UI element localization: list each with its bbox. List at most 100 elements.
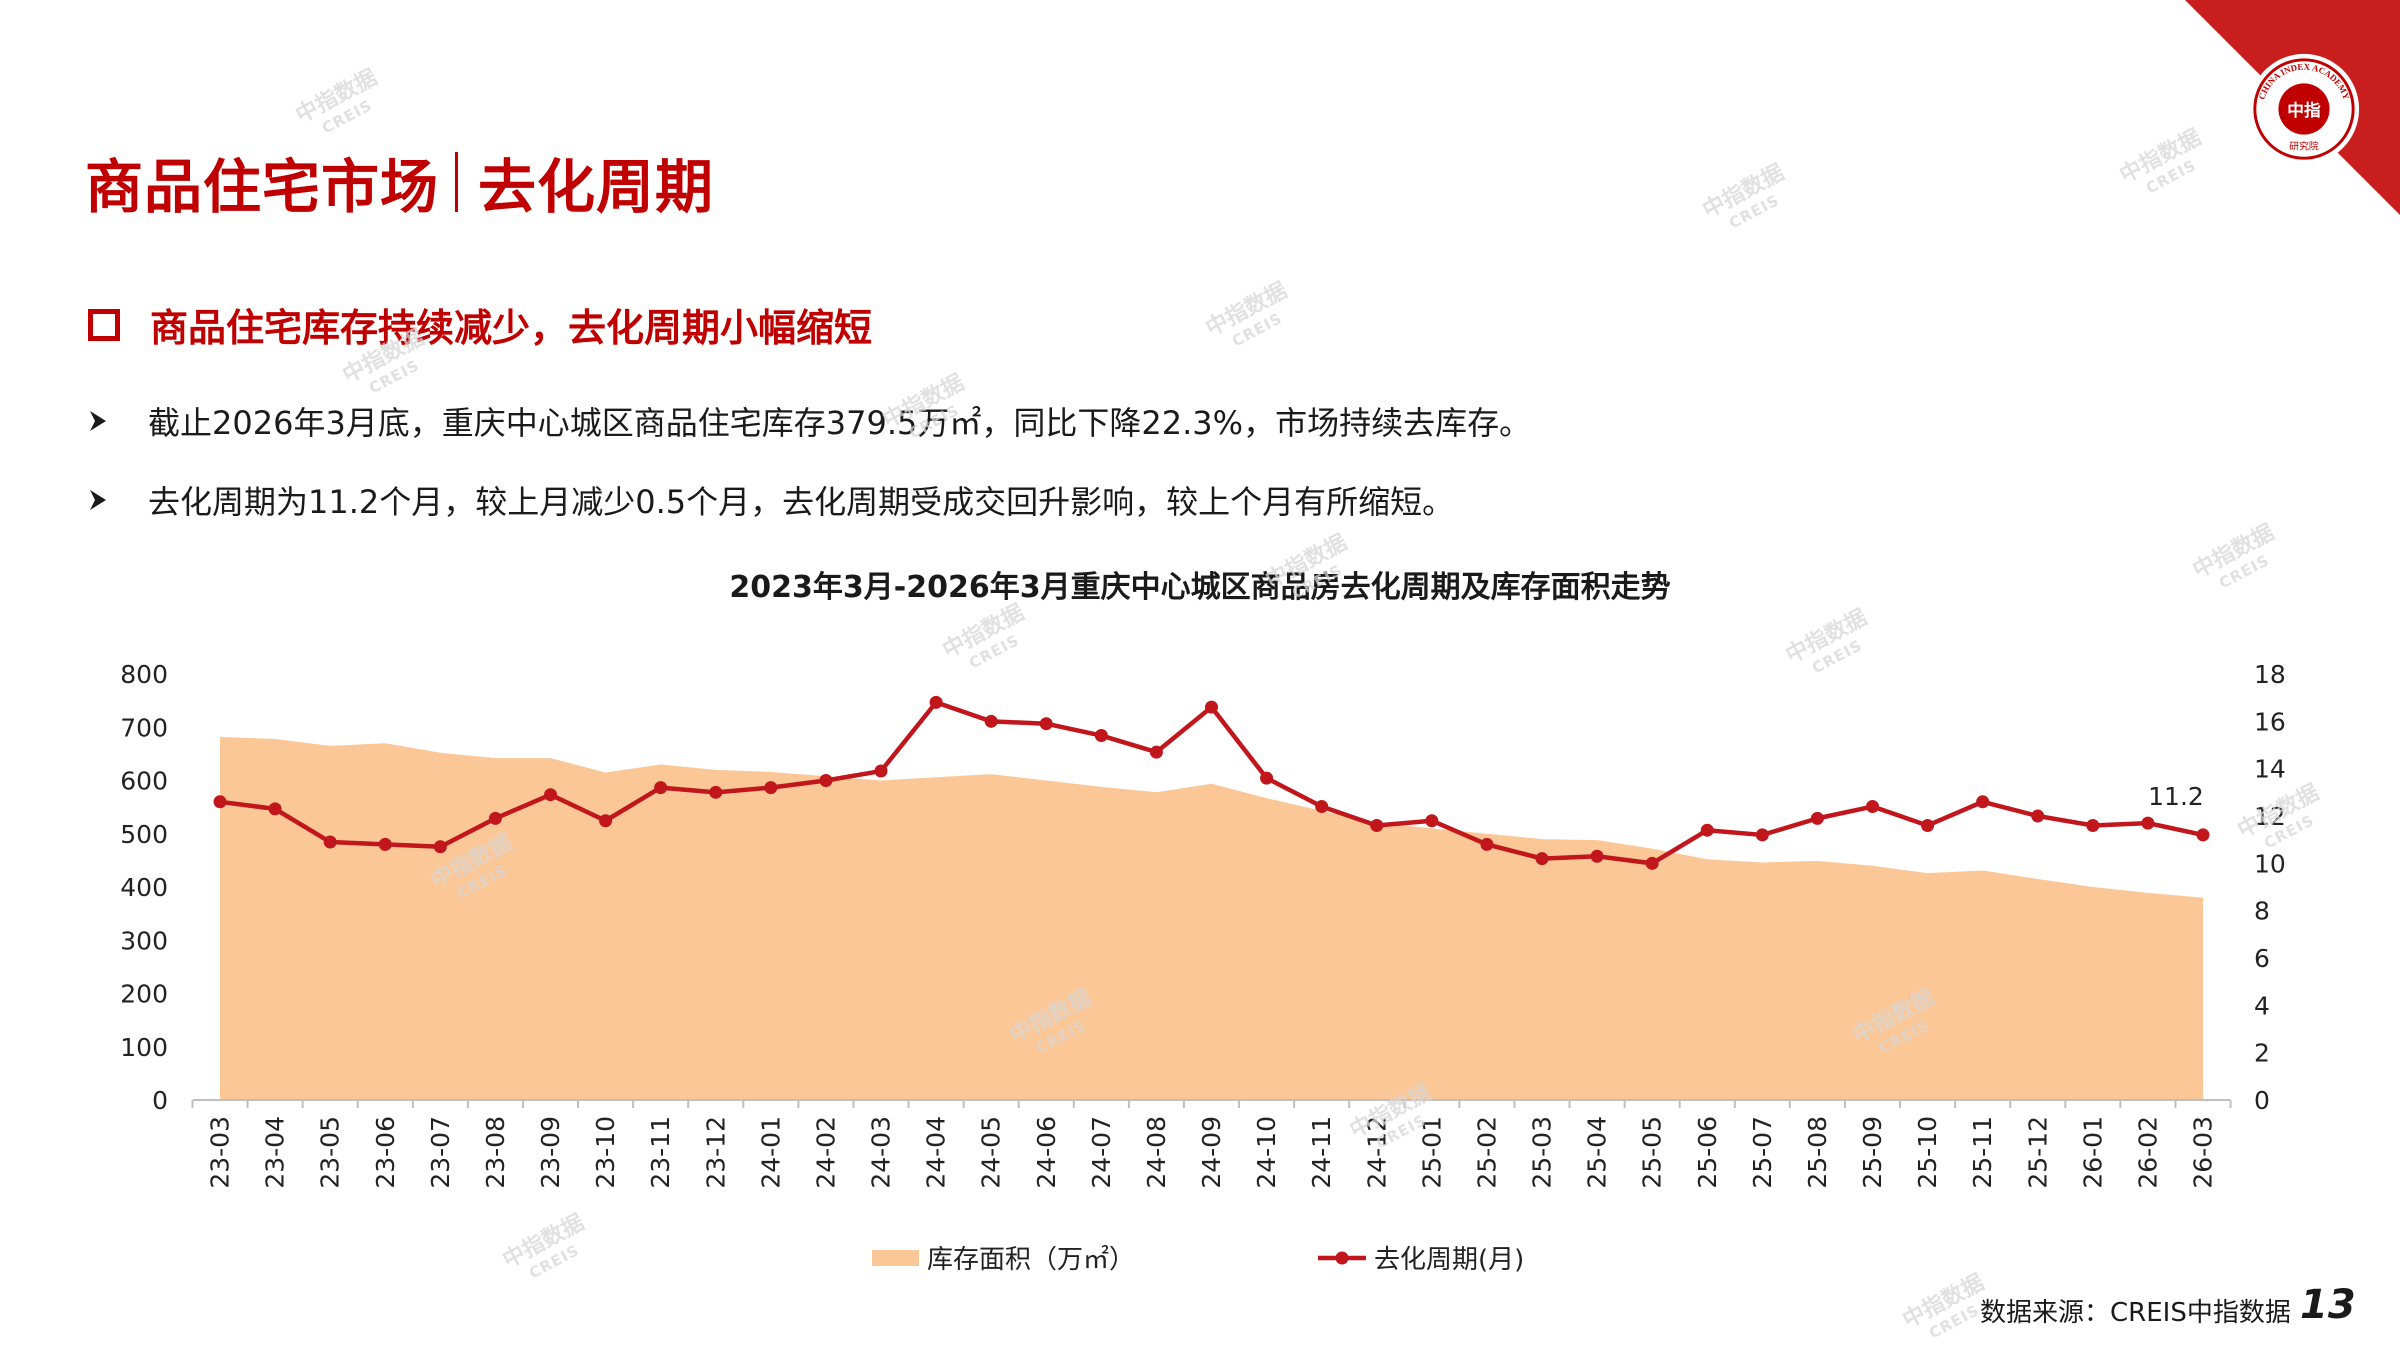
y-right-tick-label: 14: [2254, 755, 2286, 784]
x-tick-label: 26-02: [2133, 1116, 2162, 1189]
x-tick-label: 23-05: [316, 1116, 345, 1189]
x-tick-label: 23-07: [426, 1116, 455, 1189]
y-left-tick-label: 800: [120, 660, 168, 689]
absorption-point: [1260, 771, 1274, 785]
absorption-point: [378, 837, 392, 851]
y-right-tick-label: 0: [2254, 1086, 2270, 1115]
x-tick-label: 26-01: [2078, 1116, 2107, 1189]
absorption-point: [764, 781, 778, 795]
arrow-bullet-icon: [90, 411, 106, 431]
legend-area-label: 库存面积（万㎡）: [927, 1245, 1135, 1275]
x-tick-label: 24-12: [1362, 1116, 1391, 1189]
x-tick-label: 25-07: [1748, 1116, 1777, 1189]
x-tick-label: 24-05: [977, 1116, 1006, 1189]
x-tick-label: 25-03: [1528, 1116, 1557, 1189]
x-tick-label: 25-01: [1417, 1116, 1446, 1189]
absorption-point: [929, 695, 943, 709]
absorption-point: [1810, 811, 1824, 825]
y-left-tick-label: 700: [120, 713, 168, 742]
y-left-tick-label: 200: [120, 980, 168, 1009]
absorption-point: [2141, 816, 2155, 830]
x-tick-label: 25-04: [1583, 1116, 1612, 1189]
absorption-point: [654, 781, 668, 795]
title-right: 去化周期: [478, 153, 715, 221]
absorption-point: [1425, 814, 1439, 828]
data-label: 11.2: [2148, 782, 2204, 811]
absorption-point: [874, 764, 888, 778]
absorption-point: [268, 802, 282, 816]
absorption-point: [984, 714, 998, 728]
x-tick-label: 24-03: [867, 1116, 896, 1189]
legend-area-swatch: [872, 1250, 919, 1266]
absorption-point: [213, 795, 227, 809]
absorption-point: [1370, 818, 1384, 832]
x-tick-label: 24-07: [1087, 1116, 1116, 1189]
x-tick-label: 24-11: [1307, 1116, 1336, 1189]
absorption-point: [1700, 823, 1714, 837]
x-tick-label: 25-12: [2023, 1116, 2052, 1189]
section-heading-text: 商品住宅库存持续减少，去化周期小幅缩短: [150, 306, 873, 350]
x-tick-label: 24-08: [1142, 1116, 1171, 1189]
chart-title: 2023年3月-2026年3月重庆中心城区商品房去化周期及库存面积走势: [729, 570, 1671, 605]
y-right-tick-label: 6: [2254, 944, 2270, 973]
page-title: 商品住宅市场 去化周期: [85, 140, 714, 224]
absorption-point: [433, 840, 447, 854]
section-heading: 商品住宅库存持续减少，去化周期小幅缩短: [88, 297, 872, 352]
absorption-point: [2031, 809, 2045, 823]
absorption-point: [2086, 818, 2100, 832]
absorption-point: [1590, 849, 1604, 863]
y-right-tick-label: 18: [2254, 660, 2286, 689]
x-tick-label: 25-11: [1968, 1116, 1997, 1189]
x-tick-label: 23-09: [536, 1116, 565, 1189]
x-tick-label: 26-03: [2189, 1116, 2218, 1189]
china-index-academy-logo: CHINA INDEX ACADEMY 中指 研究院: [2248, 53, 2360, 165]
x-tick-label: 25-09: [1858, 1116, 1887, 1189]
absorption-point: [599, 814, 613, 828]
x-tick-label: 23-10: [591, 1116, 620, 1189]
bullet-text: 去化周期为11.2个月，较上月减少0.5个月，去化周期受成交回升影响，较上个月有…: [148, 483, 1455, 521]
x-tick-label: 23-04: [261, 1116, 290, 1189]
absorption-point: [819, 774, 833, 787]
absorption-point: [1866, 800, 1879, 814]
absorption-point: [323, 835, 337, 849]
bullet-text: 截止2026年3月底，重庆中心城区商品住宅库存379.5万㎡，同比下降22.3%…: [148, 404, 1532, 442]
checkbox-square-icon: [88, 308, 120, 341]
absorption-point: [1645, 856, 1659, 870]
x-tick-label: 24-10: [1252, 1116, 1281, 1189]
svg-text:研究院: 研究院: [2289, 139, 2319, 152]
data-source: 数据来源：CREIS中指数据: [1980, 1298, 2291, 1328]
y-right-tick-label: 4: [2254, 991, 2270, 1020]
absorption-point: [1976, 795, 1990, 809]
title-left: 商品住宅市场: [85, 153, 440, 221]
bullet-item: 去化周期为11.2个月，较上月减少0.5个月，去化周期受成交回升影响，较上个月有…: [88, 477, 1454, 523]
y-right-tick-label: 16: [2254, 707, 2286, 736]
absorption-point: [1149, 745, 1163, 759]
x-tick-label: 24-09: [1197, 1116, 1226, 1189]
y-left-tick-label: 0: [152, 1086, 168, 1115]
x-tick-label: 24-01: [756, 1116, 785, 1189]
absorption-point: [488, 811, 502, 825]
legend-line-marker: [1335, 1251, 1349, 1265]
y-left-tick-label: 400: [120, 873, 168, 902]
x-tick-label: 24-06: [1032, 1116, 1061, 1189]
svg-text:中指: 中指: [2287, 100, 2321, 120]
y-left-tick-label: 100: [120, 1033, 168, 1062]
absorption-point: [1755, 828, 1769, 842]
x-tick-label: 25-05: [1638, 1116, 1667, 1189]
x-tick-label: 25-08: [1803, 1116, 1832, 1189]
y-right-tick-label: 12: [2254, 802, 2286, 831]
x-tick-label: 23-08: [481, 1116, 510, 1189]
absorption-point: [1480, 837, 1494, 851]
legend-line-label: 去化周期(月): [1374, 1245, 1524, 1275]
x-tick-label: 25-06: [1693, 1116, 1722, 1189]
x-tick-label: 25-02: [1472, 1116, 1501, 1189]
y-right-tick-label: 2: [2254, 1039, 2270, 1068]
absorption-point: [1094, 729, 1108, 743]
y-left-tick-label: 600: [120, 767, 168, 796]
x-tick-label: 23-12: [701, 1116, 730, 1189]
absorption-point: [1205, 700, 1218, 714]
absorption-point: [1535, 852, 1549, 866]
y-left-tick-label: 300: [120, 926, 168, 955]
x-tick-label: 24-04: [922, 1116, 951, 1189]
